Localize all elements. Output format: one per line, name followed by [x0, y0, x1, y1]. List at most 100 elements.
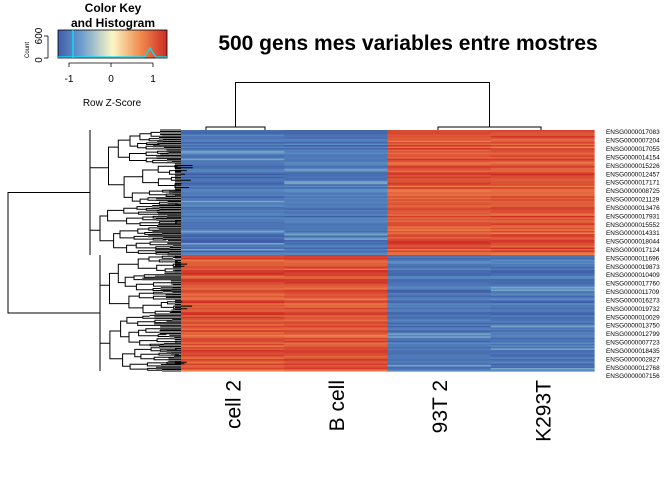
- heatmap-cell: [284, 310, 389, 313]
- heatmap-cell: [387, 214, 492, 217]
- heatmap-cell: [284, 184, 389, 187]
- heatmap-cell: [490, 226, 595, 229]
- heatmap-cell: [387, 315, 492, 318]
- heatmap-cell: [284, 354, 389, 357]
- heatmap-cell: [181, 276, 285, 279]
- heatmap-cell: [284, 214, 389, 217]
- heatmap-cell: [181, 264, 285, 267]
- heatmap-cell: [181, 235, 285, 238]
- heatmap-cell: [181, 211, 285, 214]
- heatmap-cell: [181, 241, 285, 244]
- heatmap-cell: [490, 217, 595, 220]
- heatmap-cell: [181, 292, 285, 295]
- row-dendrogram-branch: [162, 189, 181, 193]
- heatmap-cell: [284, 187, 389, 190]
- heatmap-cell: [284, 190, 389, 193]
- heatmap-cell: [284, 298, 389, 301]
- heatmap-cell: [490, 214, 595, 217]
- heatmap-cell: [490, 261, 595, 264]
- heatmap-cell: [490, 285, 595, 288]
- row-dendrogram-branch: [145, 208, 160, 211]
- row-dendrogram-branch: [137, 321, 155, 326]
- heatmap-cell: [490, 142, 595, 145]
- heatmap-cell: [490, 337, 595, 340]
- heatmap-cell: [387, 297, 492, 300]
- heatmap-cell: [181, 200, 285, 203]
- row-dendrogram-branch: [146, 142, 160, 145]
- heatmap-cell: [284, 319, 389, 322]
- heatmap-cell: [387, 366, 492, 369]
- row-label: ENSG0000017931: [606, 213, 660, 220]
- heatmap-cell: [181, 315, 285, 318]
- heatmap-cell: [284, 339, 389, 342]
- color-key-x-tick-label-neg1: -1: [65, 74, 74, 85]
- heatmap-cell: [490, 209, 595, 212]
- row-label: ENSG0000007723: [606, 340, 660, 347]
- heatmap-cell: [490, 319, 595, 322]
- heatmap-cell: [387, 139, 492, 142]
- heatmap-cell: [181, 175, 285, 178]
- heatmap-cell: [387, 331, 492, 334]
- heatmap-cell: [284, 264, 389, 267]
- row-dendrogram-branch: [157, 165, 178, 173]
- heatmap-cell: [181, 209, 285, 212]
- heatmap-cell: [284, 169, 389, 172]
- row-dendrogram-branch: [142, 169, 159, 184]
- heatmap-cell: [490, 239, 595, 243]
- heatmap-cell: [181, 330, 285, 333]
- row-dendrogram-branch: [158, 201, 178, 205]
- heatmap-cell: [284, 322, 389, 325]
- heatmap-cell: [387, 327, 492, 330]
- row-dendrogram-branch: [123, 207, 139, 214]
- heatmap-cell: [181, 282, 285, 285]
- heatmap-cell: [181, 357, 285, 360]
- heatmap-cell: [181, 155, 285, 158]
- heatmap-cell: [490, 194, 595, 197]
- heatmap-cell: [181, 318, 285, 321]
- heatmap-cell: [181, 340, 285, 343]
- heatmap-cell: [181, 148, 285, 151]
- heatmap-cell: [181, 215, 285, 218]
- heatmap-cell: [284, 206, 389, 209]
- heatmap-cell: [490, 274, 595, 277]
- heatmap-cell: [387, 136, 492, 139]
- heatmap-cell: [490, 181, 595, 184]
- heatmap-cell: [181, 253, 285, 256]
- heatmap-cell: [490, 262, 595, 265]
- row-dendrogram-branch: [139, 198, 160, 204]
- heatmap-cell: [490, 330, 595, 333]
- heatmap-cell: [284, 175, 389, 178]
- row-label: ENSG0000017083: [606, 129, 660, 136]
- heatmap-cell: [387, 130, 492, 133]
- heatmap-cell: [181, 178, 285, 181]
- heatmap-cell: [284, 229, 389, 232]
- heatmap-cell: [181, 363, 285, 366]
- heatmap-cell: [387, 280, 492, 283]
- heatmap-cell: [181, 245, 285, 249]
- row-dendrogram-branch: [139, 133, 152, 141]
- heatmap-cell: [490, 366, 595, 369]
- heatmap-cell: [387, 226, 492, 229]
- row-dendrogram-branch: [152, 295, 166, 300]
- row-dendrogram-branch: [140, 353, 159, 360]
- heatmap-cell: [387, 238, 492, 241]
- heatmap-cell: [181, 313, 285, 316]
- heatmap-cell: [181, 300, 285, 303]
- heatmap-cell: [387, 179, 492, 182]
- heatmap-cell: [490, 322, 595, 325]
- heatmap-cell: [284, 324, 389, 327]
- heatmap-cell: [490, 301, 595, 304]
- heatmap-cell: [387, 277, 492, 280]
- row-label: ENSG0000017055: [606, 146, 660, 153]
- heatmap-cell: [490, 358, 595, 362]
- heatmap-cell: [181, 173, 285, 176]
- color-key-y-tick-label-600: 600: [34, 27, 45, 44]
- heatmap-cell: [387, 152, 492, 155]
- heatmap-cell: [284, 279, 389, 282]
- heatmap-cell: [387, 270, 492, 273]
- heatmap-cell: [387, 318, 492, 321]
- heatmap-cell: [387, 313, 492, 316]
- histogram-density-line: [58, 46, 167, 58]
- heatmap-cell: [490, 173, 595, 176]
- heatmap-cell: [284, 328, 389, 331]
